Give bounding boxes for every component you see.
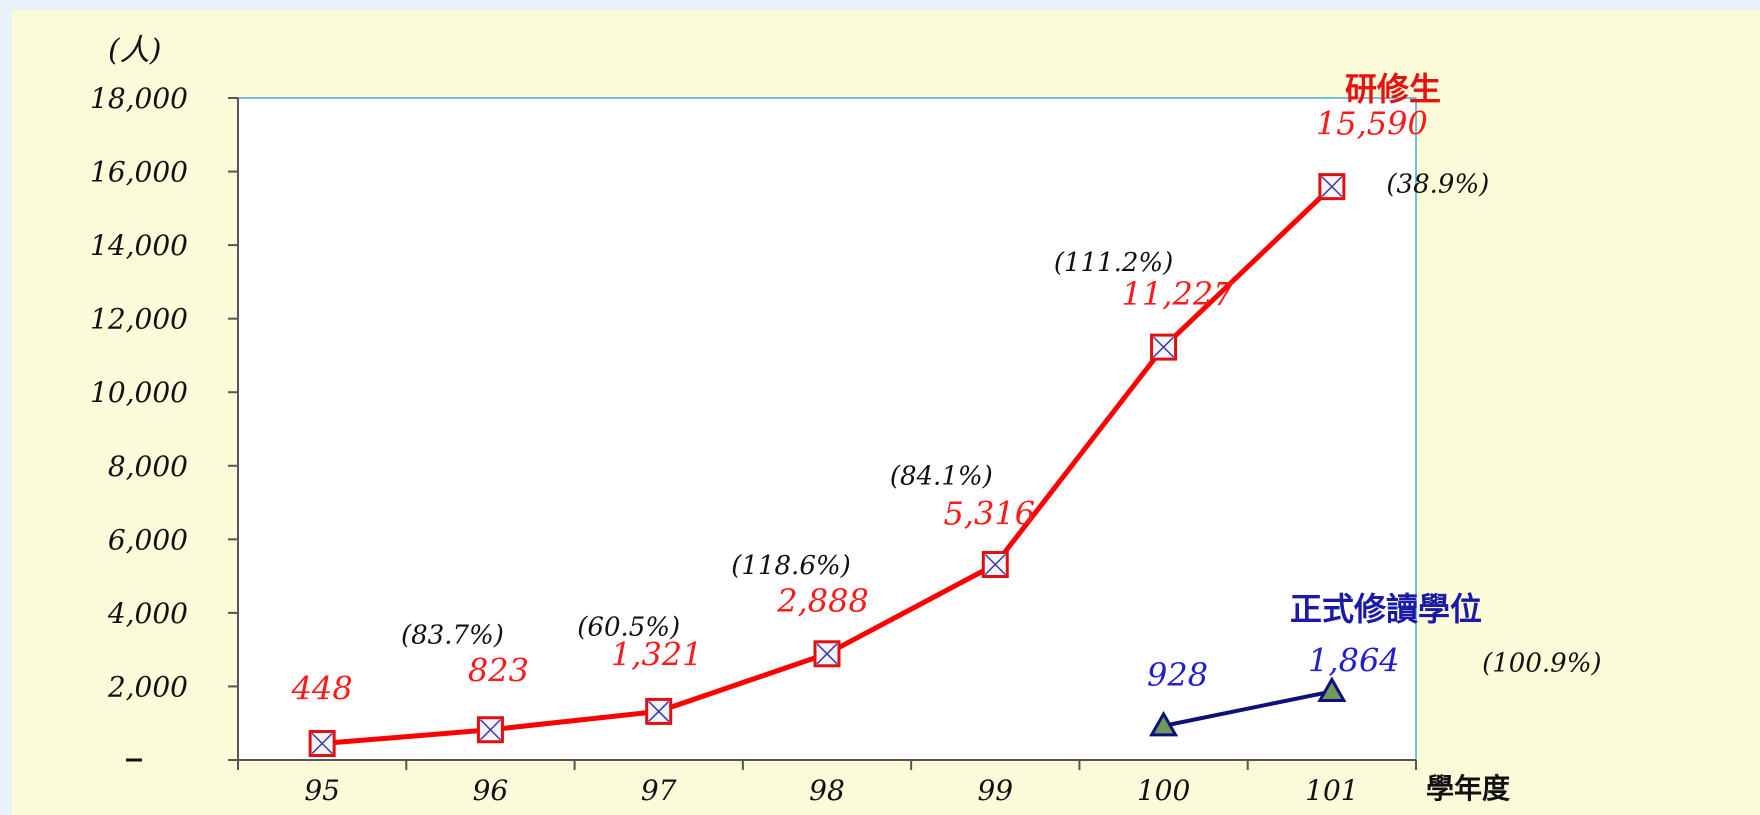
- y-tick-label: 14,000: [90, 229, 188, 262]
- data-label-value: 1,864: [1308, 641, 1400, 679]
- y-tick-label: 10,000: [90, 376, 188, 409]
- data-label-growth: (111.2%): [1054, 248, 1173, 278]
- y-unit-label: (人): [108, 33, 161, 68]
- data-point-marker: [476, 716, 504, 744]
- data-label-growth: (38.9%): [1386, 170, 1489, 200]
- data-point-marker: [645, 697, 673, 725]
- data-label-value: 1,321: [611, 635, 703, 673]
- x-axis-label: 學年度: [1426, 772, 1510, 805]
- data-point-marker: [813, 640, 841, 668]
- data-label-growth: (118.6%): [731, 551, 850, 581]
- data-label-value: 928: [1147, 656, 1208, 694]
- data-label-value: 15,590: [1316, 105, 1428, 143]
- y-axis-ticks: 2,000 4,000 6,000 8,000 10,000 12,000 14,000 16…: [90, 82, 238, 762]
- data-point-marker: [1318, 173, 1346, 201]
- x-tick-label: 101: [1305, 774, 1358, 807]
- data-label-value: 823: [468, 652, 529, 690]
- data-label-growth: (60.5%): [577, 612, 680, 642]
- y-tick-label: 4,000: [107, 597, 188, 630]
- series-line-degree: [1163, 689, 1333, 728]
- y-tick-label: 2,000: [107, 670, 188, 703]
- data-label-value: 5,316: [943, 494, 1035, 532]
- data-point-marker: [1148, 710, 1179, 737]
- series-labels: 448 823(83.7%) 1,321(60.5%) 2,888(118.6%) 5,…: [291, 105, 1602, 708]
- x-tick-label: 95: [304, 774, 340, 807]
- x-tick-label: 99: [977, 774, 1013, 807]
- series-name-trainees: 研修生: [1345, 70, 1441, 108]
- data-point-marker: [981, 550, 1009, 578]
- data-label-value: 448: [291, 670, 353, 708]
- y-tick-label: 18,000: [90, 82, 188, 115]
- x-tick-label: 97: [641, 774, 677, 807]
- series-name-degree: 正式修讀學位: [1290, 590, 1482, 628]
- x-tick-label: 98: [809, 774, 845, 807]
- x-axis-ticks: 95 96 97 98 99 100 101: [237, 760, 1417, 807]
- y-tick-label: 6,000: [108, 523, 188, 556]
- data-label-value: 11,227: [1122, 275, 1235, 313]
- data-label-growth: (84.1%): [890, 461, 993, 491]
- y-tick-label: 8,000: [108, 450, 188, 483]
- data-label-value: 2,888: [776, 582, 869, 620]
- x-tick-label: 96: [473, 774, 509, 807]
- data-label-growth: (83.7%): [401, 621, 504, 651]
- data-label-growth: (100.9%): [1482, 648, 1601, 678]
- series-markers: [308, 173, 1347, 758]
- data-point-marker: [308, 730, 336, 758]
- data-point-marker: [1317, 676, 1347, 702]
- data-point-marker: [1150, 333, 1178, 361]
- x-tick-label: 100: [1137, 774, 1190, 807]
- y-tick-label: 16,000: [90, 156, 188, 189]
- y-tick-label: 12,000: [90, 303, 188, 336]
